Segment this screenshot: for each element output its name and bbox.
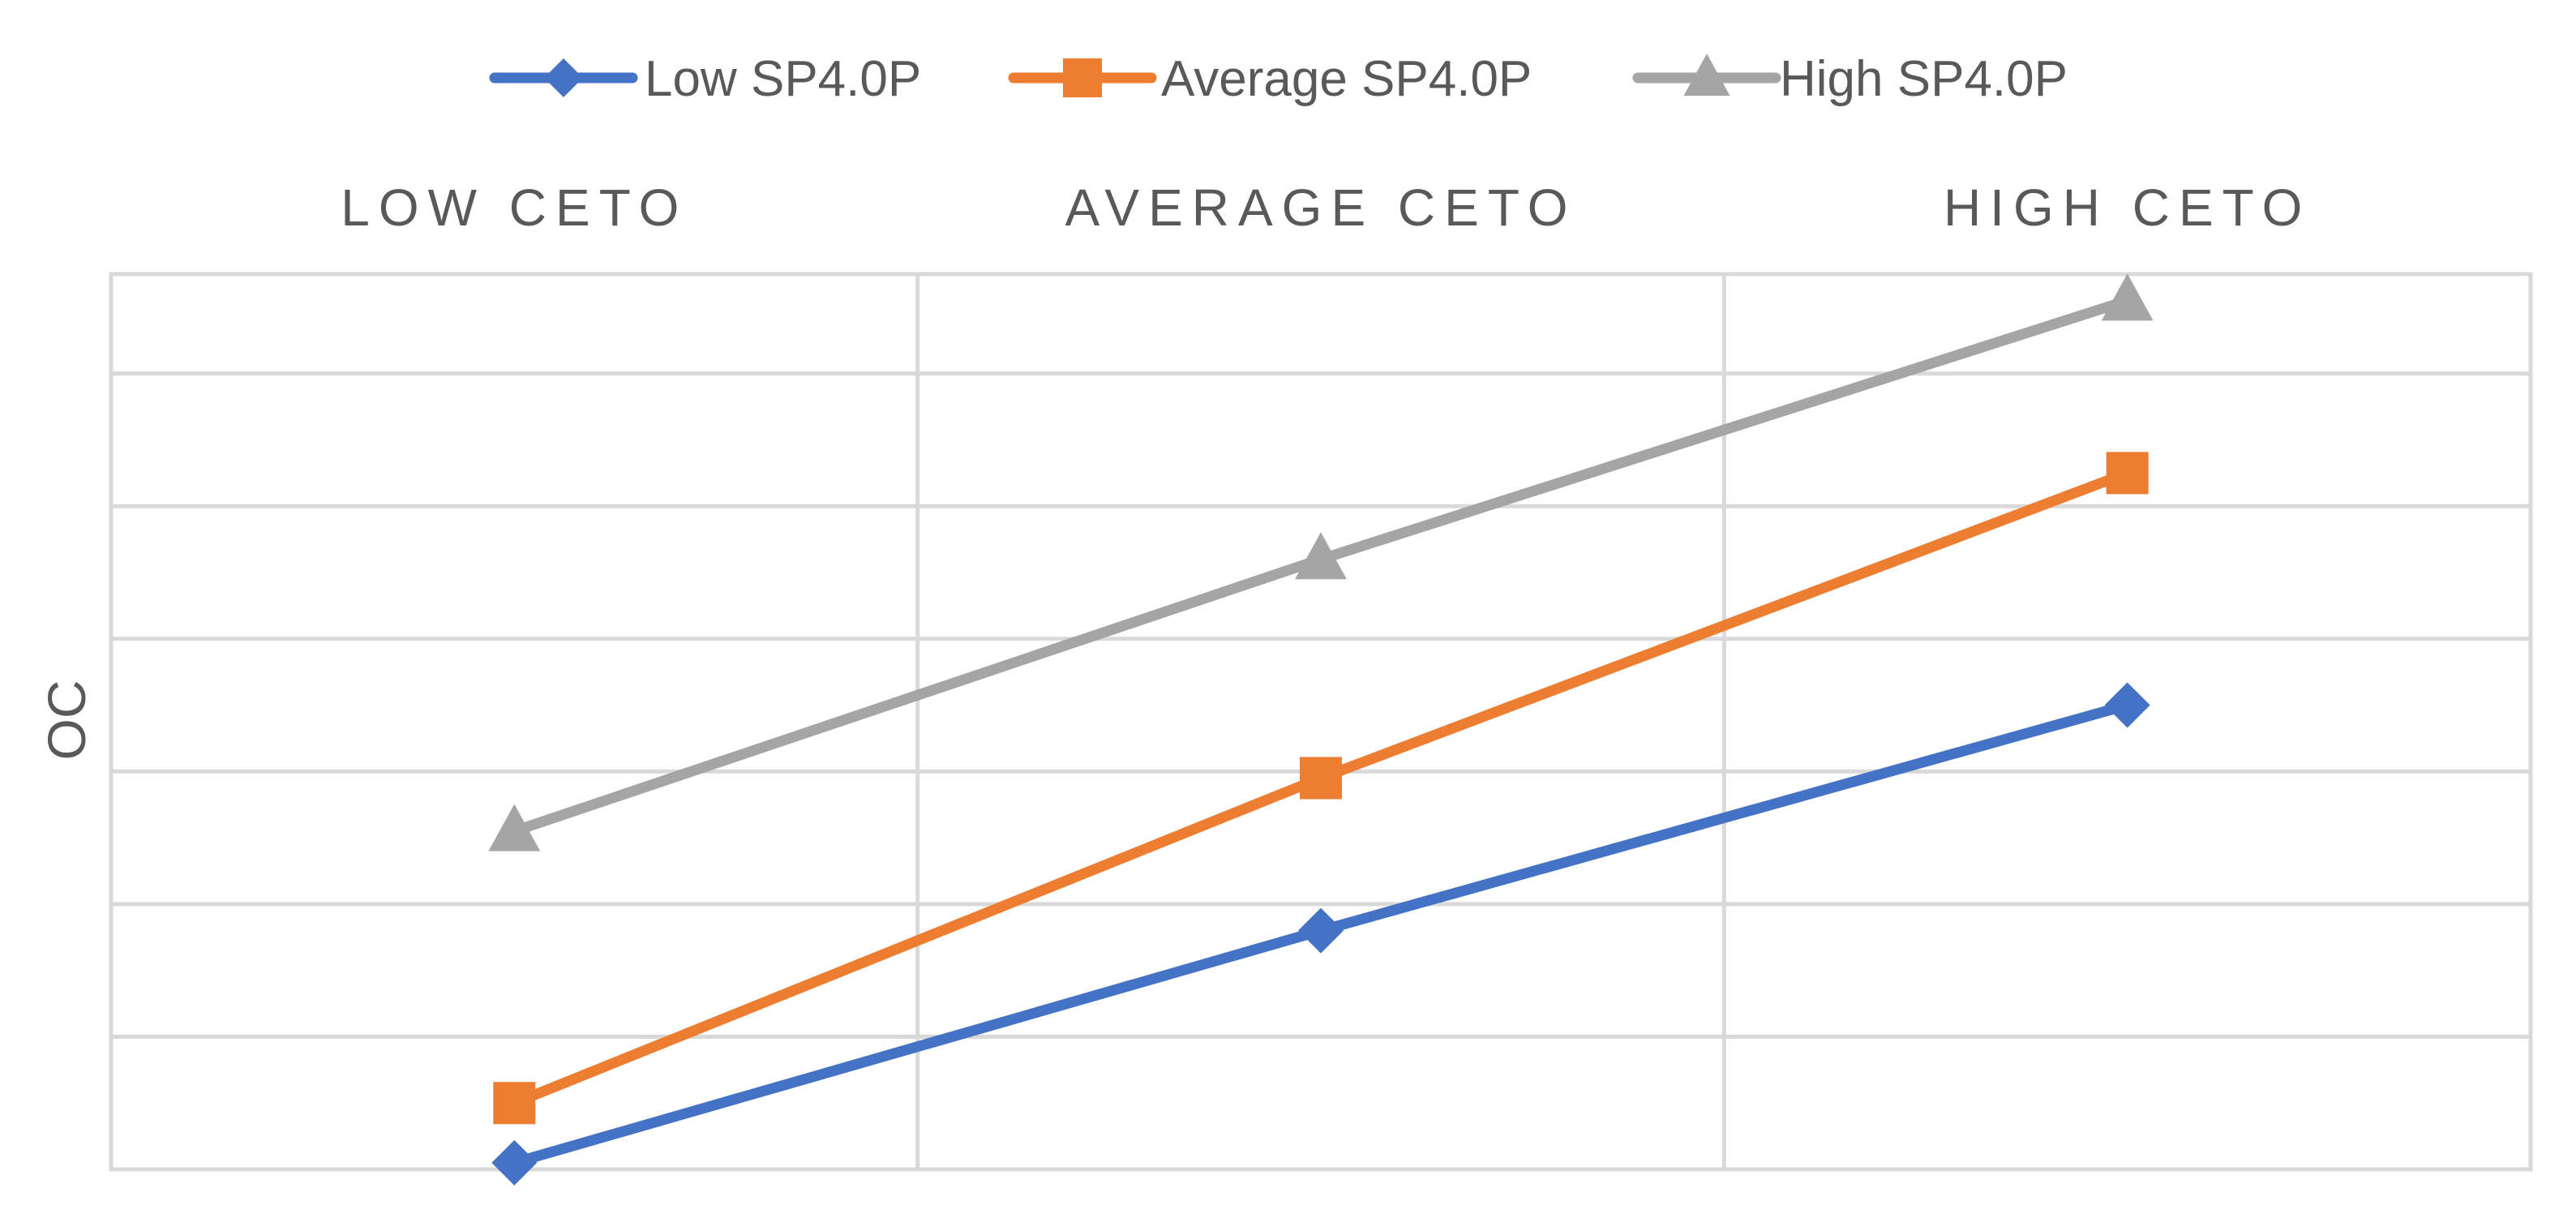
gridlines: [109, 272, 2533, 1172]
y-axis-label: OC: [36, 680, 96, 761]
point-average-sp4-0p-average-ceto[interactable]: [1300, 757, 1342, 800]
legend-label-high-sp4-0p: High SP4.0P: [1780, 51, 2068, 107]
point-high-sp4-0p-average-ceto[interactable]: [1295, 532, 1347, 580]
legend-marker-high-sp4-0p: [1683, 54, 1730, 96]
point-low-sp4-0p-high-ceto[interactable]: [2104, 682, 2150, 728]
series-markers: [488, 273, 2154, 1186]
point-high-sp4-0p-low-ceto[interactable]: [488, 804, 541, 851]
legend: Low SP4.0P Average SP4.0P High SP4.0P: [489, 51, 2068, 107]
legend-item-average-sp4-0p[interactable]: Average SP4.0P: [1008, 51, 1532, 107]
legend-marker-average-sp4-0p: [1063, 58, 1102, 97]
legend-item-high-sp4-0p[interactable]: High SP4.0P: [1632, 51, 2068, 107]
point-high-sp4-0p-high-ceto[interactable]: [2101, 273, 2154, 321]
category-label-high-ceto: HIGH CETO: [1944, 178, 2311, 237]
point-average-sp4-0p-low-ceto[interactable]: [493, 1082, 536, 1125]
category-label-average-ceto: AVERAGE CETO: [1065, 178, 1576, 237]
series-lines: [508, 295, 2133, 1169]
category-label-low-ceto: LOW CETO: [341, 178, 688, 237]
point-low-sp4-0p-average-ceto[interactable]: [1298, 907, 1344, 954]
legend-label-low-sp4-0p: Low SP4.0P: [645, 51, 921, 107]
category-labels: LOW CETO AVERAGE CETO HIGH CETO: [341, 178, 2311, 237]
legend-marker-low-sp4-0p: [544, 58, 583, 97]
legend-item-low-sp4-0p[interactable]: Low SP4.0P: [489, 51, 921, 107]
plot-area-border: [109, 272, 2533, 1172]
point-average-sp4-0p-high-ceto[interactable]: [2106, 452, 2149, 495]
legend-label-average-sp4-0p: Average SP4.0P: [1161, 51, 1532, 107]
point-low-sp4-0p-low-ceto[interactable]: [491, 1139, 538, 1186]
